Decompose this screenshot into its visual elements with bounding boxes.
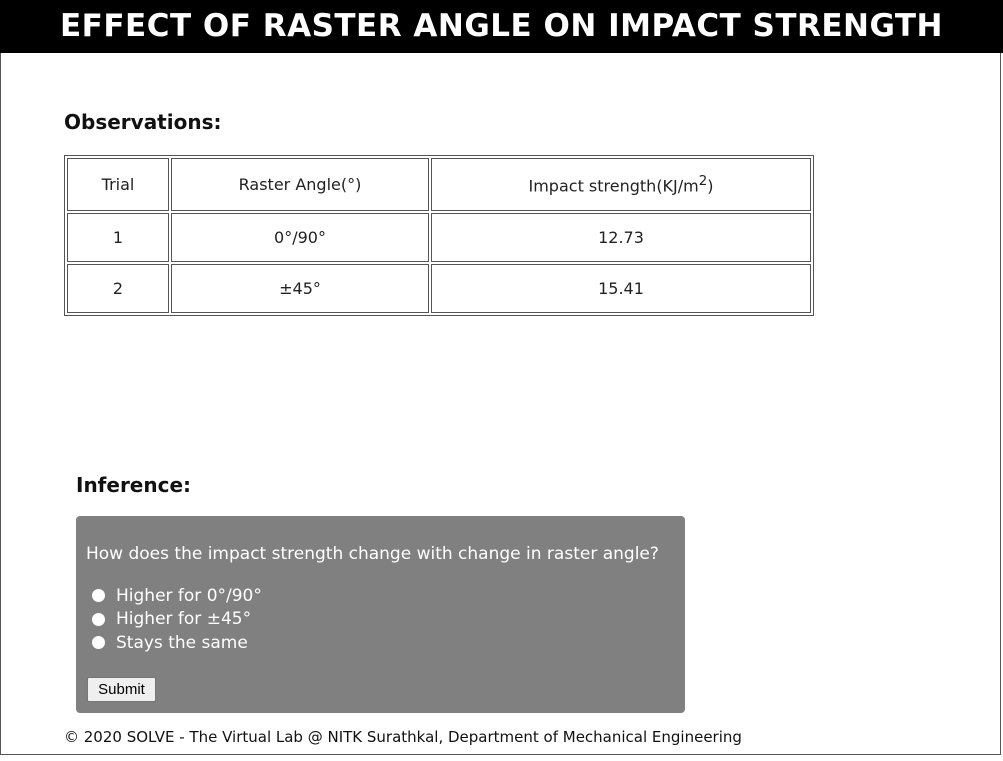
quiz-panel: How does the impact strength change with… — [76, 516, 685, 713]
footer-copyright: © 2020 SOLVE - The Virtual Lab @ NITK Su… — [64, 728, 742, 746]
impact-strength-cell: 15.41 — [431, 264, 811, 313]
radio-button[interactable] — [92, 636, 105, 650]
radio-button[interactable] — [92, 589, 105, 603]
submit-button[interactable]: Submit — [87, 677, 156, 702]
option-label: Stays the same — [116, 632, 248, 653]
unit-exponent: 2 — [698, 173, 708, 189]
trial-cell: 2 — [67, 264, 169, 313]
table-row: 1 0°/90° 12.73 — [67, 213, 811, 262]
impact-strength-cell: 12.73 — [431, 213, 811, 262]
trial-cell: 1 — [67, 213, 169, 262]
raster-angle-cell: 0°/90° — [171, 213, 429, 262]
radio-button[interactable] — [92, 612, 105, 626]
option-higher-0-90[interactable]: Higher for 0°/90° — [86, 584, 685, 608]
observations-heading: Observations: — [64, 110, 222, 134]
column-header-trial: Trial — [67, 158, 169, 211]
unit-close-paren: ) — [707, 176, 714, 196]
table-row: 2 ±45° 15.41 — [67, 264, 811, 313]
option-higher-45[interactable]: Higher for ±45° — [86, 608, 685, 632]
page-title: EFFECT OF RASTER ANGLE ON IMPACT STRENGT… — [0, 0, 1003, 53]
column-header-impact-strength: Impact strength(KJ/m2) — [431, 158, 811, 211]
quiz-question: How does the impact strength change with… — [86, 544, 659, 564]
observations-table: Trial Raster Angle(°) Impact strength(KJ… — [64, 155, 814, 316]
option-stays-same[interactable]: Stays the same — [86, 631, 685, 655]
impact-strength-label: Impact strength(KJ/m — [528, 176, 699, 196]
raster-angle-cell: ±45° — [171, 264, 429, 313]
option-label: Higher for ±45° — [116, 609, 252, 630]
column-header-raster-angle: Raster Angle(°) — [171, 158, 429, 211]
table-header-row: Trial Raster Angle(°) Impact strength(KJ… — [67, 158, 811, 211]
option-label: Higher for 0°/90° — [116, 585, 262, 606]
inference-heading: Inference: — [76, 473, 192, 497]
